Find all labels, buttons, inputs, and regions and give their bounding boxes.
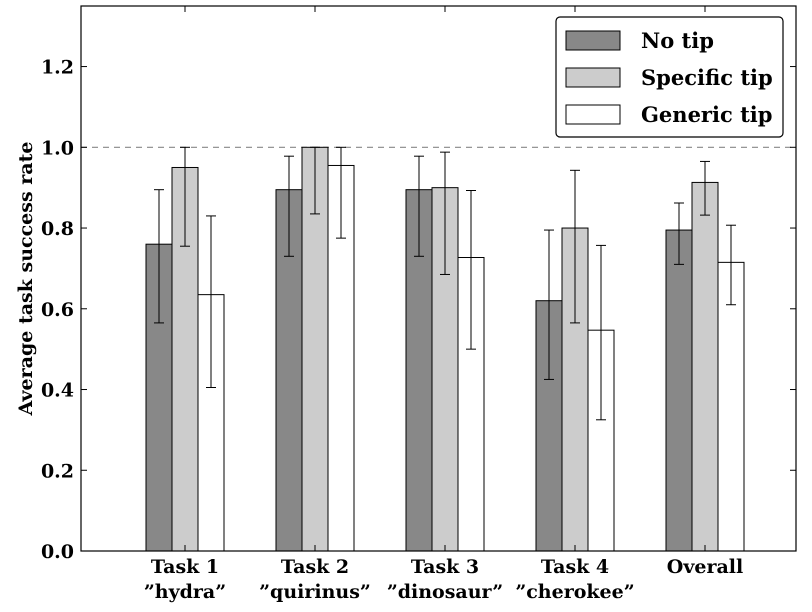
legend-swatch — [565, 67, 621, 88]
y-tick-label: 0.0 — [41, 541, 74, 563]
legend-label: Specific tip — [641, 65, 773, 90]
y-tick-label: 0.2 — [41, 460, 74, 482]
x-tick-label-sub: ”hydra” — [144, 581, 226, 603]
y-tick-label: 0.4 — [41, 380, 74, 402]
x-tick-label: Task 4 — [541, 556, 609, 578]
legend-label: No tip — [641, 28, 714, 53]
legend-label: Generic tip — [641, 102, 772, 127]
y-tick-label: 0.8 — [41, 218, 74, 240]
legend-swatch — [565, 104, 621, 125]
y-tick-label: 1.0 — [41, 137, 74, 159]
x-tick-label: Task 3 — [411, 556, 479, 578]
y-axis-title: Average task success rate — [15, 142, 37, 417]
y-tick-label: 0.6 — [41, 299, 74, 321]
bar — [301, 146, 329, 552]
x-tick-label: Task 2 — [281, 556, 349, 578]
legend-swatch — [565, 30, 621, 51]
bar — [717, 261, 745, 552]
x-tick-label: Overall — [667, 556, 743, 578]
bar — [665, 229, 693, 552]
bar — [691, 181, 719, 552]
x-tick-label-sub: ”dinosaur” — [387, 581, 503, 603]
y-tick-label: 1.2 — [41, 57, 74, 79]
plot-frame — [80, 5, 797, 552]
x-tick-label-sub: ”cherokee” — [515, 581, 634, 603]
x-tick-label: Task 1 — [151, 556, 219, 578]
x-tick-label-sub: ”quirinus” — [259, 581, 371, 603]
